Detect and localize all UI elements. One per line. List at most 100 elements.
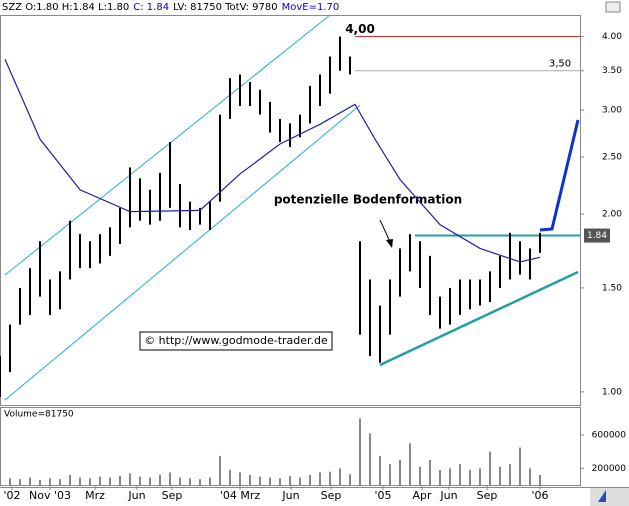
corner-icon	[598, 490, 606, 502]
volume-bar	[489, 451, 491, 485]
x-tick-label: Apr	[412, 489, 432, 502]
volume-bar	[439, 470, 441, 485]
window-button	[605, 1, 621, 13]
volume-bar	[199, 479, 201, 485]
volume-bar	[129, 473, 131, 485]
volume-bar	[19, 479, 21, 485]
header-part: MovE=1.70	[282, 2, 340, 13]
x-tick-label: Jun	[439, 489, 457, 502]
corner-box	[590, 488, 629, 506]
volume-bar	[389, 464, 391, 485]
volume-bar	[499, 466, 501, 485]
volume-bar	[459, 464, 461, 485]
volume-bar	[79, 477, 81, 485]
volume-bar	[509, 464, 511, 485]
volume-bar	[139, 476, 141, 485]
volume-bar	[219, 455, 221, 485]
volume-bar	[359, 418, 361, 485]
channel-line	[4, 14, 331, 276]
x-tick-label: Sep	[477, 489, 498, 502]
volume-bar	[419, 466, 421, 485]
y-tick-label: 2.50	[602, 152, 622, 162]
volume-bar	[339, 468, 341, 485]
x-tick-label: Mrz	[85, 489, 105, 502]
volume-bar	[309, 475, 311, 485]
volume-bar	[209, 477, 211, 485]
volume-bar	[149, 477, 151, 485]
x-tick-label: '02	[3, 489, 20, 502]
volume-bar	[479, 468, 481, 485]
volume-bar	[369, 433, 371, 485]
volume-bar	[89, 478, 91, 485]
header-part: SZZ O:1.80 H:1.84 L:1.80	[2, 2, 129, 13]
trend-line	[379, 270, 579, 367]
watermark-box	[139, 331, 333, 351]
x-tick-label: Jun	[281, 489, 299, 502]
level-label: 3,50	[549, 59, 571, 70]
volume-bar	[349, 474, 351, 485]
volume-bar	[99, 476, 101, 485]
x-tick-label: Jun	[127, 489, 145, 502]
x-tick-label: Sep	[321, 489, 342, 502]
volume-bar	[539, 475, 541, 485]
last-price-label: 1.84	[587, 231, 607, 241]
forecast-arrow	[539, 119, 580, 232]
moving-average	[4, 59, 541, 263]
volume-tick-label: 600000	[592, 431, 627, 441]
volume-bar	[469, 470, 471, 485]
x-tick-label: '05	[374, 489, 391, 502]
header: SZZ O:1.80 H:1.84 L:1.80 C: 1.84 LV: 81750…	[2, 2, 339, 13]
y-tick-label: 3.00	[602, 106, 622, 116]
header-part: C: 1.84	[133, 2, 169, 13]
y-tick-label: 1.50	[602, 283, 622, 293]
x-tick-label: '06	[531, 489, 548, 502]
volume-bar	[299, 477, 301, 485]
volume-bar	[179, 477, 181, 485]
volume-bar	[49, 478, 51, 485]
volume-bar	[159, 475, 161, 485]
volume-bar	[259, 476, 261, 485]
volume-bar	[399, 460, 401, 485]
volume-bar	[0, 480, 1, 485]
price-panel	[0, 15, 581, 406]
volume-bar	[239, 472, 241, 485]
volume-bar	[249, 475, 251, 485]
x-tick-label: '04 Mrz	[220, 489, 261, 502]
annotation: potenzielle Bodenformation	[274, 193, 462, 207]
volume-bar	[189, 478, 191, 485]
y-tick-label: 1.00	[602, 387, 622, 397]
volume-bar	[519, 447, 521, 485]
header-part: LV: 81750 TotV: 9780	[173, 2, 278, 13]
y-tick-label: 2.00	[602, 210, 622, 220]
volume-bar	[229, 470, 231, 485]
volume-bar	[169, 472, 171, 485]
volume-bar	[429, 460, 431, 485]
channel-line	[4, 104, 361, 401]
volume-bar	[449, 468, 451, 485]
level-label: 4,00	[345, 22, 375, 36]
x-tick-label: Sep	[162, 489, 183, 502]
volume-bar	[119, 475, 121, 485]
volume-bar	[29, 477, 31, 485]
y-tick-label: 3.50	[602, 66, 622, 76]
volume-bar	[379, 455, 381, 485]
x-tick-label: Nov '03	[29, 489, 71, 502]
volume-bar	[59, 479, 61, 485]
volume-bar	[529, 468, 531, 485]
volume-bar	[39, 480, 41, 485]
watermark: © http://www.godmode-trader.de	[144, 334, 328, 347]
volume-tick-label: 200000	[592, 464, 627, 474]
volume-bar	[269, 477, 271, 485]
volume-bar	[9, 478, 11, 485]
volume-bar	[319, 472, 321, 485]
annotation-arrowhead	[386, 239, 393, 248]
volume-bar	[329, 471, 331, 485]
volume-bar	[109, 477, 111, 485]
y-tick-label: 4.00	[602, 32, 622, 42]
volume-bar	[69, 475, 71, 485]
volume-bar	[409, 443, 411, 485]
last-price-box	[584, 228, 610, 243]
volume-label: Volume=81750	[4, 410, 74, 420]
